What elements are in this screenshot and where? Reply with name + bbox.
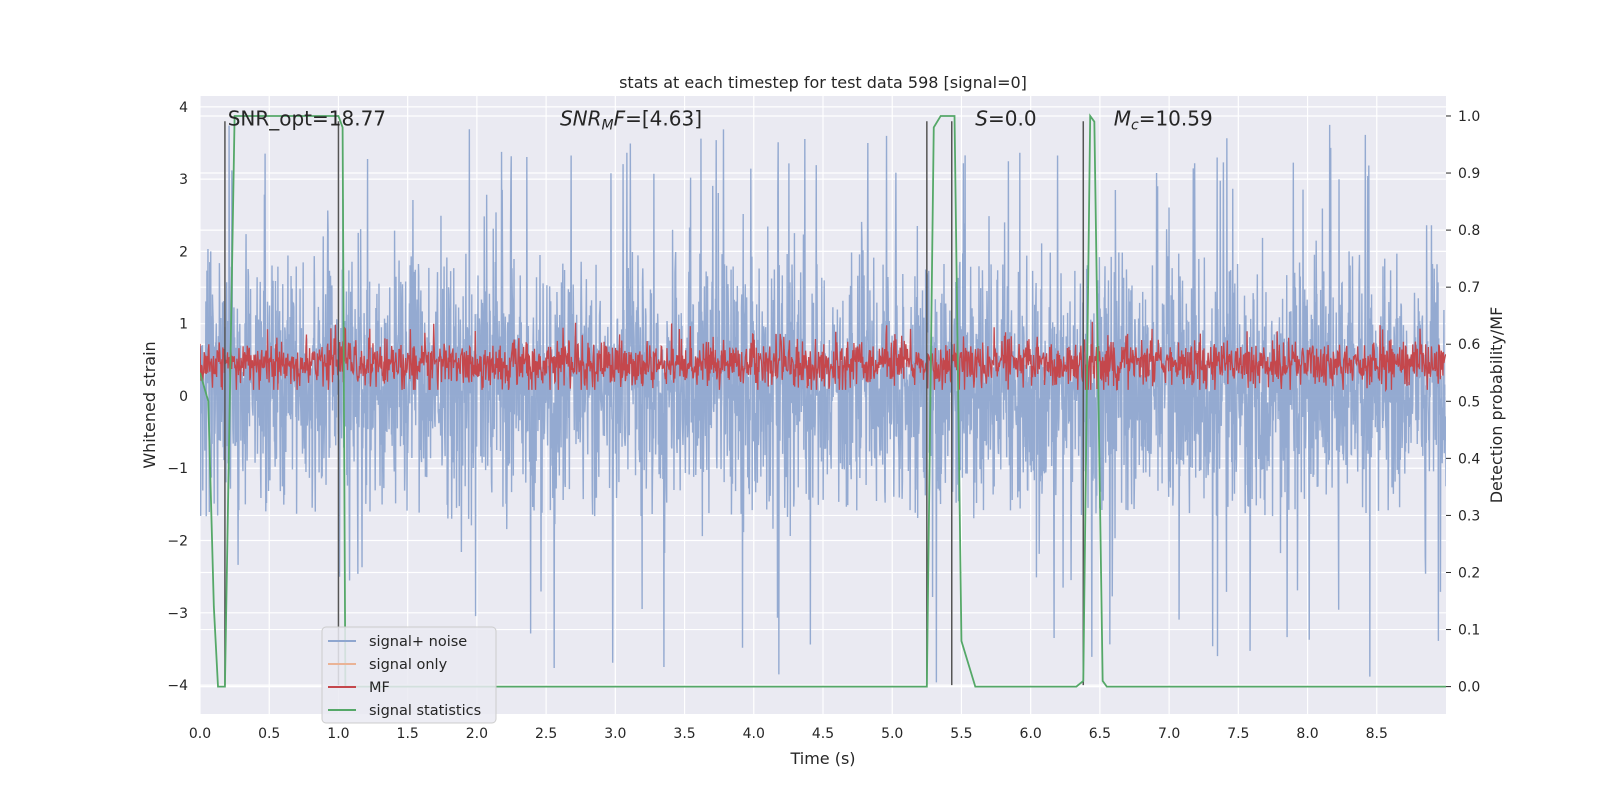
series-signal-noise <box>200 124 1446 683</box>
x-tick-label: 1.0 <box>327 726 349 742</box>
series-layer <box>200 113 1446 688</box>
y2-tick-label: 0.2 <box>1458 565 1480 581</box>
series-signal-statistics <box>200 113 1446 688</box>
x-tick-label: 2.5 <box>535 726 557 742</box>
x-tick-label: 6.0 <box>1020 726 1042 742</box>
y-tick-label: 0 <box>179 389 188 405</box>
y2-tick-label: 1.0 <box>1458 109 1480 125</box>
y2-tick-label: 0.3 <box>1458 508 1480 524</box>
y2-ticks: 1.0 0.9 0.8 0.7 0.6 0.5 0.4 0.3 0.2 0.1 0.0 <box>1446 109 1480 696</box>
annotation-0: SNR_opt=18.77 <box>228 107 386 131</box>
chart-title: stats at each timestep for test data 598… <box>619 73 1027 92</box>
y-tick-label: 2 <box>179 244 188 260</box>
y-ticks: 4 3 2 1 0 −1 −2 −3 −4 <box>167 100 188 694</box>
y-tick-label: 4 <box>179 100 188 116</box>
y-tick-label: −3 <box>167 606 188 622</box>
y2-tick-label: 0.9 <box>1458 166 1480 182</box>
y2-tick-label: 0.8 <box>1458 223 1480 239</box>
y2-tick-label: 0.0 <box>1458 680 1480 696</box>
y-tick-label: −1 <box>167 461 188 477</box>
y-tick-label: −4 <box>167 678 188 694</box>
y2-tick-label: 0.7 <box>1458 280 1480 296</box>
y-axis-label: Whitened strain <box>140 341 159 468</box>
y2-tick-label: 0.4 <box>1458 451 1480 467</box>
x-tick-label: 3.0 <box>604 726 626 742</box>
y-tick-label: 3 <box>179 172 188 188</box>
legend-label: signal+ noise <box>369 634 467 650</box>
annotation-1: SNRMF=[4.63] <box>560 107 702 134</box>
legend-label: signal only <box>369 657 448 673</box>
x-tick-label: 8.5 <box>1366 726 1388 742</box>
y2-tick-label: 0.5 <box>1458 394 1480 410</box>
x-tick-label: 3.5 <box>673 726 695 742</box>
legend-label: MF <box>369 680 390 696</box>
annotation-2: S=0.0 <box>975 107 1036 131</box>
x-tick-label: 5.5 <box>950 726 972 742</box>
legend-box <box>321 626 497 724</box>
series-mf <box>200 321 1446 393</box>
annotation-3: Mc=10.59 <box>1114 107 1213 134</box>
x-ticks: 0.0 0.5 1.0 1.5 2.0 2.5 3.0 3.5 4.0 4.5 5.0 5.5 6.0 6… <box>189 726 1388 742</box>
annotations: SNR_opt=18.77 SNRMF=[4.63] S=0.0 Mc=10.59 <box>228 107 1213 134</box>
y2-tick-label: 0.6 <box>1458 337 1480 353</box>
x-tick-label: 7.5 <box>1227 726 1249 742</box>
x-tick-label: 0.0 <box>189 726 211 742</box>
legend-label: signal statistics <box>369 703 481 719</box>
y2-tick-label: 0.1 <box>1458 623 1480 639</box>
x-axis-label: Time (s) <box>789 749 855 768</box>
legend: signal+ noise signal only MF signal statist… <box>321 626 497 724</box>
x-tick-label: 7.0 <box>1158 726 1180 742</box>
x-tick-label: 8.0 <box>1296 726 1318 742</box>
x-tick-label: 6.5 <box>1089 726 1111 742</box>
x-tick-label: 5.0 <box>881 726 903 742</box>
x-tick-label: 4.0 <box>743 726 765 742</box>
x-tick-label: 2.0 <box>466 726 488 742</box>
x-tick-label: 0.5 <box>258 726 280 742</box>
x-tick-label: 1.5 <box>397 726 419 742</box>
y-tick-label: −2 <box>167 534 188 550</box>
x-tick-label: 4.5 <box>812 726 834 742</box>
y2-axis-label: Detection probability/MF <box>1487 307 1506 504</box>
y-tick-label: 1 <box>179 317 188 333</box>
